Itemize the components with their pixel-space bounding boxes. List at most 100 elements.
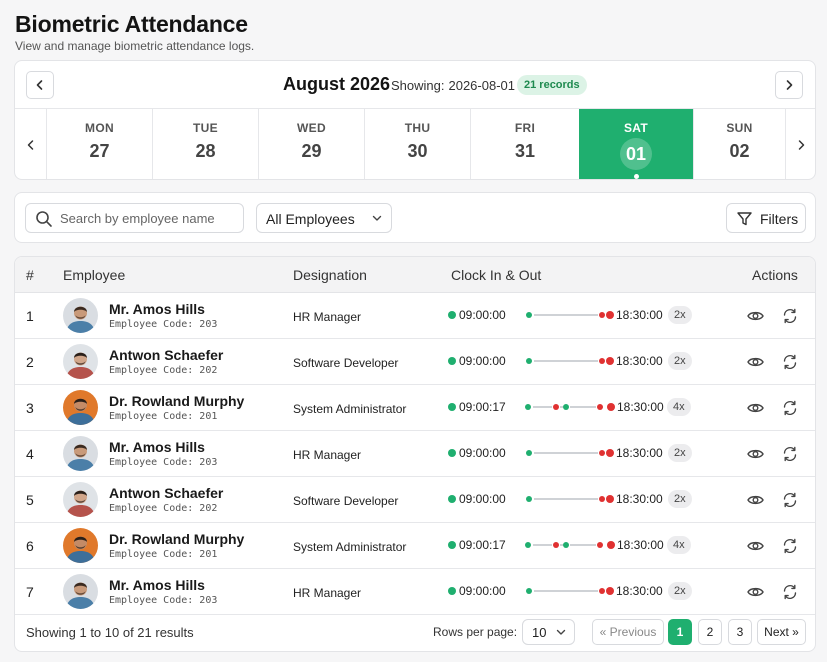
clock-out-dot <box>607 403 615 411</box>
clock-timeline: 09:00:00 18:30:00 2x <box>448 581 718 601</box>
sync-button[interactable] <box>780 398 800 418</box>
avatar <box>63 298 98 333</box>
refresh-icon <box>783 538 797 554</box>
clock-in-dot <box>448 403 456 411</box>
view-button[interactable] <box>745 444 765 464</box>
clock-in-dot <box>448 495 456 503</box>
table-row: 1 Mr. Amos Hills Employee Code: 203 HR Mana… <box>15 293 815 339</box>
punch-count-badge: 4x <box>667 536 691 554</box>
clock-in-time: 09:00:17 <box>459 400 506 414</box>
day-name: THU <box>404 121 431 135</box>
filters-label: Filters <box>760 211 799 227</box>
sync-button[interactable] <box>780 352 800 372</box>
table-row: 4 Mr. Amos Hills Employee Code: 203 HR Mana… <box>15 431 815 477</box>
clock-out-time: 18:30:00 <box>616 584 663 598</box>
view-button[interactable] <box>745 536 765 556</box>
chevron-down-icon <box>372 215 382 221</box>
employee-code: Employee Code: 201 <box>109 549 218 560</box>
table-row: 5 Antwon Schaefer Employee Code: 202 Softwa… <box>15 477 815 523</box>
next-page-button[interactable]: Next » <box>757 619 806 645</box>
employee-name: Mr. Amos Hills <box>109 301 205 317</box>
rows-per-page-label: Rows per page: <box>433 625 518 639</box>
employee-select[interactable]: All Employees <box>256 203 392 233</box>
day-name: WED <box>297 121 326 135</box>
refresh-icon <box>783 400 797 416</box>
clock-in-dot <box>448 311 456 319</box>
day-sun[interactable]: SUN 02 <box>693 109 785 179</box>
rows-per-page-select[interactable]: 10 <box>522 619 575 645</box>
eye-icon <box>746 403 764 413</box>
day-number: 01 <box>620 138 652 170</box>
sync-button[interactable] <box>780 444 800 464</box>
table-header: # Employee Designation Clock In & Out Ac… <box>15 257 815 293</box>
avatar <box>63 482 98 517</box>
col-actions: Actions <box>752 267 798 283</box>
day-wed[interactable]: WED 29 <box>258 109 364 179</box>
prev-week-button[interactable] <box>15 109 46 179</box>
refresh-icon <box>783 308 797 324</box>
view-button[interactable] <box>745 582 765 602</box>
attendance-table: # Employee Designation Clock In & Out Ac… <box>14 256 816 652</box>
next-week-button[interactable] <box>785 109 815 179</box>
showing-date: Showing: 2026-08-01 <box>391 78 515 93</box>
punch-out-dot <box>599 496 605 502</box>
view-button[interactable] <box>745 398 765 418</box>
clock-out-dot <box>607 541 615 549</box>
sync-button[interactable] <box>780 582 800 602</box>
prev-month-button[interactable] <box>26 71 54 99</box>
showing-date-value: 2026-08-01 <box>448 78 515 93</box>
day-mon[interactable]: MON 27 <box>46 109 152 179</box>
sync-button[interactable] <box>780 536 800 556</box>
clock-out-time: 18:30:00 <box>616 308 663 322</box>
chevron-left-icon <box>36 80 43 90</box>
clock-out-dot <box>606 587 614 595</box>
previous-page-button[interactable]: « Previous <box>592 619 664 645</box>
day-tue[interactable]: TUE 28 <box>152 109 258 179</box>
search-input[interactable] <box>60 204 240 232</box>
punch-in-dot <box>525 404 531 410</box>
clock-in-dot <box>448 541 456 549</box>
search-box <box>25 203 244 233</box>
punch-out-dot <box>597 542 603 548</box>
timeline-line <box>534 590 598 592</box>
designation: HR Manager <box>293 310 362 324</box>
row-index: 1 <box>26 308 34 324</box>
employee-code: Employee Code: 201 <box>109 411 218 422</box>
week-strip: MON 27 TUE 28 WED 29 THU 30 FRI 31 SAT 01 SUN 02 <box>15 109 815 179</box>
day-fri[interactable]: FRI 31 <box>470 109 579 179</box>
day-sat[interactable]: SAT 01 <box>579 109 693 179</box>
page-button-3[interactable]: 3 <box>728 619 752 645</box>
timeline-line <box>534 314 598 316</box>
clock-out-time: 18:30:00 <box>616 446 663 460</box>
chevron-right-icon <box>798 140 805 150</box>
day-thu[interactable]: THU 30 <box>364 109 470 179</box>
punch-in-dot <box>526 450 532 456</box>
col-clock: Clock In & Out <box>451 267 542 283</box>
timeline-line <box>533 406 552 408</box>
employee-name: Dr. Rowland Murphy <box>109 531 245 547</box>
col-designation: Designation <box>293 267 367 283</box>
page-button-1[interactable]: 1 <box>668 619 692 645</box>
next-month-button[interactable] <box>775 71 803 99</box>
day-number: 28 <box>195 141 216 161</box>
row-index: 3 <box>26 400 34 416</box>
sync-button[interactable] <box>780 490 800 510</box>
timeline-line <box>560 544 563 546</box>
filters-button[interactable]: Filters <box>726 203 806 233</box>
punch-count-badge: 4x <box>667 398 691 416</box>
table-row: 6 Dr. Rowland Murphy Employee Code: 201 Sys… <box>15 523 815 569</box>
clock-in-time: 09:00:00 <box>459 584 506 598</box>
designation: HR Manager <box>293 586 362 600</box>
break-out-dot <box>553 404 559 410</box>
table-footer: Showing 1 to 10 of 21 results Rows per p… <box>15 613 815 651</box>
sync-button[interactable] <box>780 306 800 326</box>
view-button[interactable] <box>745 352 765 372</box>
view-button[interactable] <box>745 490 765 510</box>
timeline-line <box>570 544 596 546</box>
page-button-2[interactable]: 2 <box>698 619 722 645</box>
view-button[interactable] <box>745 306 765 326</box>
break-out-dot <box>553 542 559 548</box>
employee-name: Mr. Amos Hills <box>109 439 205 455</box>
punch-out-dot <box>597 404 603 410</box>
selected-day-indicator <box>633 174 639 179</box>
